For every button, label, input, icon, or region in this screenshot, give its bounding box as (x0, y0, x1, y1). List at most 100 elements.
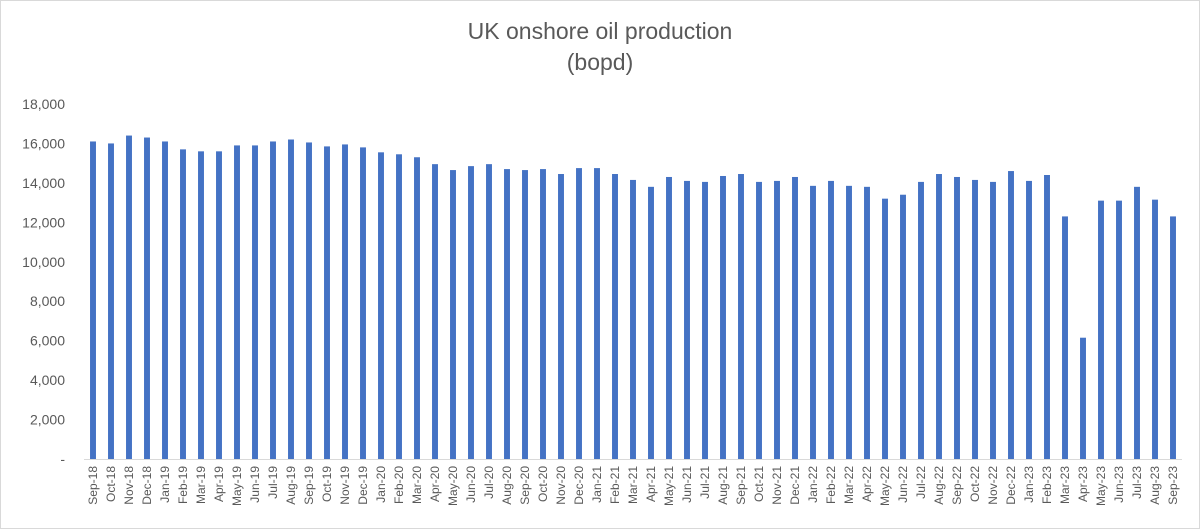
x-tick-label: Aug-19 (284, 466, 298, 505)
bar (594, 168, 600, 459)
bar (396, 154, 402, 459)
bar (900, 194, 906, 459)
bar (342, 144, 348, 460)
x-tick-label: Jan-19 (158, 466, 172, 503)
x-tick-label: Nov-21 (770, 466, 784, 505)
bar (810, 185, 816, 459)
x-tick-label: May-22 (878, 466, 892, 506)
bar (216, 151, 222, 460)
x-tick-label: May-21 (662, 466, 676, 506)
bar (90, 141, 96, 459)
bar (1008, 171, 1014, 460)
x-tick-label: Jan-20 (374, 466, 388, 503)
bar (162, 141, 168, 459)
bar (540, 169, 546, 460)
x-tick-label: Mar-20 (410, 466, 424, 504)
x-tick-label: Dec-18 (140, 466, 154, 505)
x-tick-label: Nov-20 (554, 466, 568, 505)
bar (414, 157, 420, 459)
bar (234, 145, 240, 459)
bar (432, 164, 438, 459)
bar (144, 137, 150, 459)
x-tick-label: Nov-22 (986, 466, 1000, 505)
x-tick-label: Jun-23 (1112, 466, 1126, 503)
x-tick-label: Apr-20 (428, 466, 442, 502)
x-tick-label: Jan-23 (1022, 466, 1036, 503)
x-tick-label: Oct-22 (968, 466, 982, 502)
x-tick-label: Mar-23 (1058, 466, 1072, 504)
bar (522, 170, 528, 459)
x-tick-label: Apr-19 (212, 466, 226, 502)
bar (252, 145, 258, 459)
x-tick-label: May-20 (446, 466, 460, 506)
bar (774, 180, 780, 459)
x-tick-label: Sep-23 (1166, 466, 1180, 505)
bar (324, 146, 330, 459)
x-tick-label: Jul-22 (914, 466, 928, 499)
bar (504, 169, 510, 460)
bar (702, 181, 708, 459)
x-tick-label: Jul-23 (1130, 466, 1144, 499)
bar (1044, 175, 1050, 459)
bar (936, 174, 942, 459)
x-tick-label: Apr-21 (644, 466, 658, 502)
x-tick-label: Feb-21 (608, 466, 622, 504)
x-tick-label: Mar-21 (626, 466, 640, 504)
x-tick-label: Feb-22 (824, 466, 838, 504)
bar (918, 181, 924, 459)
x-tick-label: Jul-19 (266, 466, 280, 499)
x-tick-label: Oct-18 (104, 466, 118, 502)
x-tick-label: Sep-20 (518, 466, 532, 505)
bar (684, 180, 690, 459)
x-tick-label: Mar-22 (842, 466, 856, 504)
y-tick-label: 10,000 (22, 254, 65, 270)
y-axis: - 2,000 4,000 6,000 8,000 10,000 12,000 14,000 1… (22, 96, 65, 467)
x-tick-label: Jul-21 (698, 466, 712, 499)
bar (792, 176, 798, 459)
bar (1116, 200, 1122, 459)
x-tick-label: Jun-22 (896, 466, 910, 503)
y-tick-label: 18,000 (22, 96, 65, 112)
bar (468, 166, 474, 459)
bar (612, 174, 618, 459)
bar (864, 186, 870, 460)
bar (990, 181, 996, 459)
bar (450, 170, 456, 459)
bar (738, 174, 744, 459)
chart-subtitle: (bopd) (566, 49, 634, 75)
x-tick-label: Feb-19 (176, 466, 190, 504)
x-tick-label: Sep-21 (734, 466, 748, 505)
x-tick-label: Jul-20 (482, 466, 496, 499)
bar (486, 164, 492, 459)
bar (648, 186, 654, 460)
x-tick-label: Dec-19 (356, 466, 370, 505)
y-tick-label: 2,000 (30, 412, 65, 428)
x-tick-label: Feb-20 (392, 466, 406, 504)
bar-series (90, 135, 1176, 460)
bar (288, 139, 294, 459)
x-tick-label: Jan-22 (806, 466, 820, 503)
x-tick-label: Sep-18 (86, 466, 100, 505)
bar (306, 142, 312, 460)
bar (558, 174, 564, 459)
x-tick-label: Apr-23 (1076, 466, 1090, 502)
x-tick-label: Nov-18 (122, 466, 136, 505)
x-tick-label: Oct-21 (752, 466, 766, 502)
x-tick-label: Dec-20 (572, 466, 586, 505)
x-tick-label: Nov-19 (338, 466, 352, 505)
bar (1152, 199, 1158, 459)
bar (954, 176, 960, 459)
x-tick-label: Aug-20 (500, 466, 514, 505)
bar (882, 198, 888, 459)
bar (378, 152, 384, 459)
chart-title-block: UK onshore oil production (bopd) (0, 16, 1200, 78)
bar (1062, 216, 1068, 459)
x-tick-label: Aug-22 (932, 466, 946, 505)
x-tick-label: May-23 (1094, 466, 1108, 506)
x-tick-label: Dec-22 (1004, 466, 1018, 505)
x-tick-label: Apr-22 (860, 466, 874, 502)
bar (180, 149, 186, 459)
bar (1026, 180, 1032, 459)
bar (1080, 337, 1086, 459)
